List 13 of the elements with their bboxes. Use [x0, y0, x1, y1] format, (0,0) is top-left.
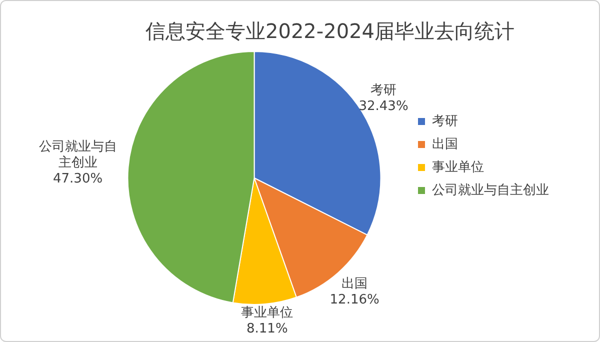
slice-label: 公司就业与自主创业	[38, 139, 117, 170]
slice-label: 出国	[342, 276, 368, 292]
chart-title: 信息安全专业2022-2024届毕业去向统计	[145, 19, 515, 44]
legend-label: 公司就业与自主创业	[432, 182, 549, 198]
data-label: 12.16%	[330, 292, 380, 308]
data-label: 47.30%	[53, 171, 103, 186]
legend-label: 事业单位	[432, 160, 484, 175]
data-label: 8.11%	[246, 321, 288, 336]
legend-label: 考研	[432, 114, 458, 129]
slice-label: 考研	[370, 82, 397, 98]
slice-label: 事业单位	[241, 305, 294, 320]
legend-label: 出国	[432, 136, 458, 152]
data-label: 32.43%	[358, 98, 408, 114]
